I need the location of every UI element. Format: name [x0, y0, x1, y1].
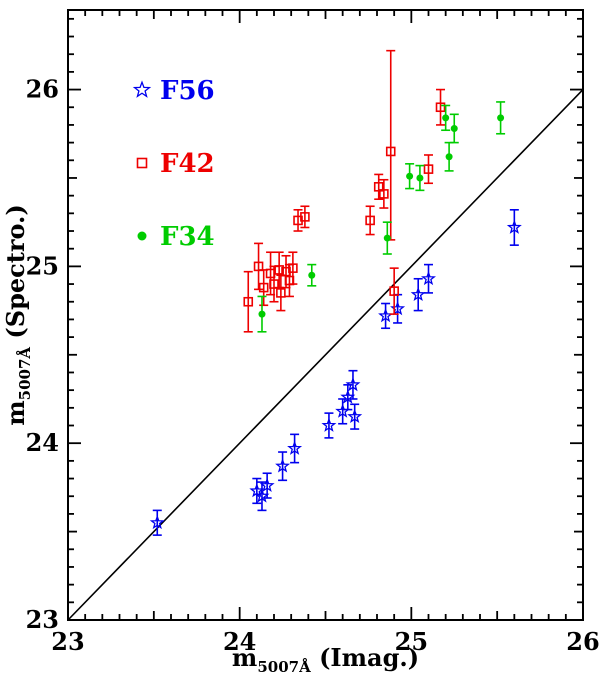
series-F56: [149, 208, 522, 536]
legend-label: F34: [160, 222, 215, 252]
y-tick-label: 25: [26, 251, 59, 280]
data-point-square: [258, 282, 269, 293]
data-point-circle: [442, 114, 450, 122]
x-tick-label: 24: [223, 627, 256, 656]
data-point-square: [269, 279, 279, 289]
data-point-star: [347, 408, 363, 424]
data-point-star: [410, 286, 426, 302]
data-point-star: [132, 80, 152, 98]
data-point-circle: [406, 172, 414, 180]
y-tick-labels: 23 24 25 26: [26, 75, 59, 634]
data-point-star: [287, 440, 303, 455]
data-point-square: [373, 182, 384, 192]
y-tick-label: 26: [26, 75, 59, 104]
data-point-star: [149, 514, 165, 530]
x-axis-label-text: m5007Å (Imag.): [232, 643, 419, 676]
data-point-star: [345, 376, 361, 392]
data-point-square: [365, 215, 375, 226]
data-point-star: [254, 488, 270, 503]
series-F34: [257, 101, 506, 333]
data-point-square: [435, 102, 446, 113]
data-point-square: [423, 164, 434, 174]
data-point-star: [390, 300, 406, 316]
data-point-circle: [258, 310, 266, 318]
y-tick-label: 23: [26, 605, 59, 634]
y-axis-label: m5007Å (Spectro.): [1, 204, 34, 426]
data-point-square: [274, 265, 284, 275]
data-point-star: [275, 458, 291, 473]
data-point-circle: [383, 234, 391, 242]
y-tick-label: 24: [26, 428, 59, 457]
data-point-square: [288, 263, 298, 273]
data-point-circle: [308, 271, 316, 279]
data-point-square: [385, 146, 396, 157]
data-point-circle: [137, 231, 147, 241]
data-point-square: [300, 212, 310, 222]
data-point-circle: [445, 153, 453, 161]
data-point-star: [506, 219, 522, 234]
data-point-circle: [416, 174, 424, 182]
x-tick-label: 25: [395, 627, 428, 656]
data-point-star: [340, 389, 356, 404]
data-point-square: [136, 157, 148, 169]
series-F42: [243, 49, 446, 333]
legend-item-f34: F34: [137, 222, 215, 252]
x-tick-label: 23: [51, 627, 84, 656]
legend-item-f56: F56: [132, 76, 215, 106]
legend-label: F56: [160, 76, 215, 106]
data-point-circle: [497, 114, 505, 122]
legend: F56 F42 F34: [132, 76, 215, 252]
data-point-star: [421, 270, 436, 286]
legend-item-f42: F42: [136, 149, 215, 179]
axis-frame: [67, 9, 584, 621]
legend-label: F42: [160, 149, 215, 179]
data-point-square: [276, 288, 286, 298]
x-tick-label: 26: [566, 627, 599, 656]
x-axis-label: m5007Å (Imag.): [232, 643, 419, 676]
data-point-star: [321, 417, 337, 432]
y-axis-label-text: m5007Å (Spectro.): [1, 204, 34, 426]
data-point-square: [389, 286, 399, 296]
data-point-star: [249, 483, 265, 498]
data-point-circle: [450, 124, 458, 132]
data-point-square: [253, 261, 264, 272]
data-point-square: [379, 189, 389, 199]
data-point-square: [243, 296, 254, 307]
data-point-star: [259, 477, 275, 493]
identity-line: [67, 89, 584, 621]
tick-marks: [67, 10, 584, 621]
x-tick-labels: 23 24 25 26: [51, 627, 599, 656]
